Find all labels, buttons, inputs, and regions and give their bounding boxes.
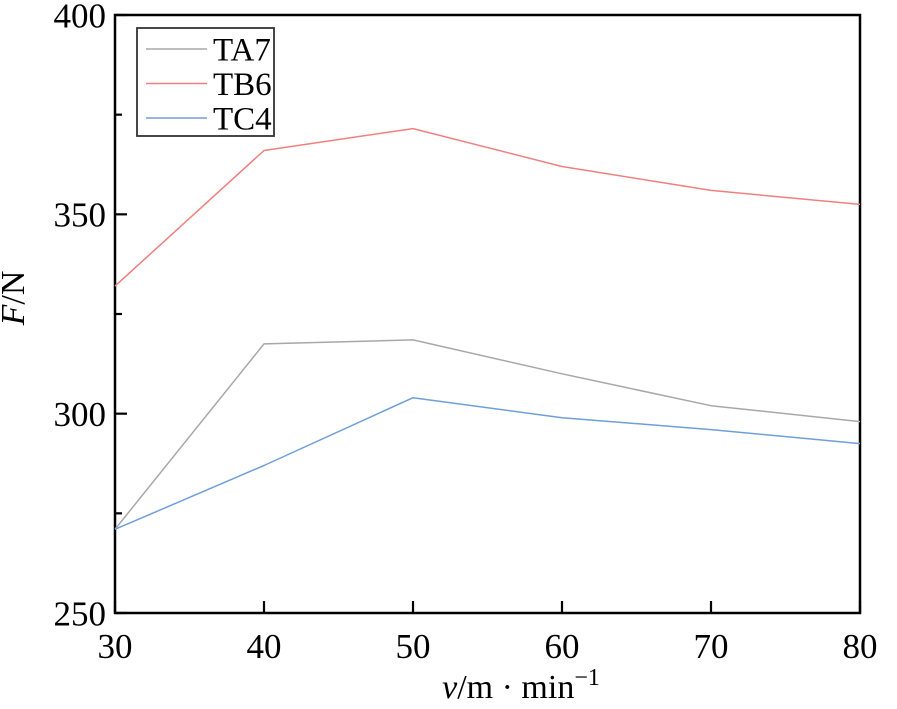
tick-labels: 30 40 50 60 70 80 250 300 350 400 [54,0,878,666]
series-line-TC4 [114,396,861,530]
x-tick-label: 70 [694,627,729,666]
axis-ticks [113,13,862,615]
y-axis-label: F/N [0,271,32,327]
axis-labels: v/m · min−1 F/N [0,271,600,706]
y-tick-label: 350 [54,196,107,235]
legend-label-TC4: TC4 [213,102,272,138]
y-tick-label: 300 [54,395,107,434]
x-tick-label: 40 [247,627,282,666]
series-lines [114,127,861,530]
x-tick-label: 80 [843,627,878,666]
y-tick-label: 400 [54,0,107,35]
series-line-TB6 [114,127,861,287]
x-axis-label: v/m · min−1 [442,665,600,706]
legend-label-TA7: TA7 [213,33,271,69]
series-line-TA7 [114,339,861,530]
x-tick-label: 60 [545,627,580,666]
x-tick-label: 50 [396,627,431,666]
x-tick-label: 30 [98,627,133,666]
y-tick-label: 250 [54,594,107,633]
legend-label-TB6: TB6 [213,67,272,103]
